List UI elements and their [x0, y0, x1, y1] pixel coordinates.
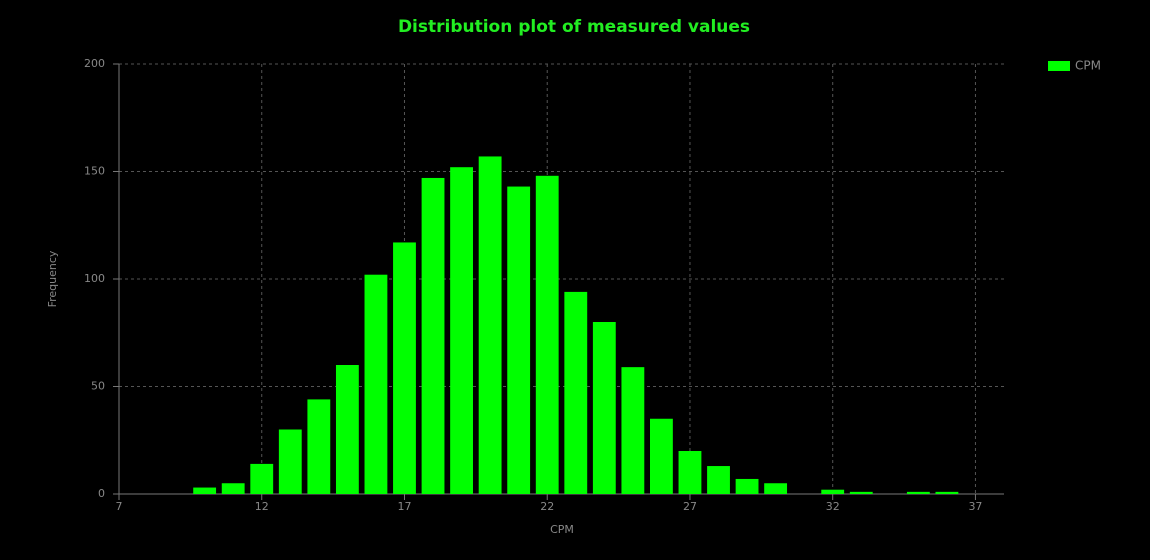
x-tick-label: 37	[968, 500, 982, 513]
bar	[764, 483, 788, 494]
legend-swatch	[1048, 61, 1070, 71]
x-tick-label: 12	[255, 500, 269, 513]
bar	[221, 483, 245, 494]
x-tick-label: 17	[397, 500, 411, 513]
bar	[193, 487, 217, 494]
bar	[650, 418, 673, 494]
y-tick-label: 150	[84, 165, 105, 178]
bar	[393, 242, 416, 494]
y-tick-label: 200	[84, 57, 105, 70]
x-axis-label: CPM	[550, 523, 574, 536]
bar	[621, 367, 645, 494]
bar	[735, 478, 759, 494]
y-axis-label: Frequency	[46, 250, 59, 307]
legend-label: CPM	[1075, 59, 1101, 73]
bar	[678, 451, 702, 494]
x-tick-label: 22	[540, 500, 554, 513]
y-tick-label: 50	[91, 380, 105, 393]
bar	[507, 186, 531, 495]
x-tick-label: 7	[116, 500, 123, 513]
bar	[707, 466, 730, 494]
y-tick-label: 0	[98, 487, 105, 500]
bar	[592, 322, 616, 494]
bar	[935, 491, 959, 494]
x-tick-label: 27	[683, 500, 697, 513]
bar	[564, 291, 588, 494]
chart-title: Distribution plot of measured values	[398, 17, 750, 37]
bar	[250, 463, 274, 494]
bar	[535, 175, 559, 495]
bar	[335, 365, 359, 494]
bar	[849, 491, 873, 494]
bar	[307, 399, 331, 494]
bar	[821, 489, 845, 494]
bar	[906, 491, 930, 494]
y-tick-label: 100	[84, 272, 105, 285]
x-tick-label: 32	[826, 500, 840, 513]
bar	[421, 177, 445, 494]
bar	[278, 429, 302, 494]
bar	[450, 167, 473, 494]
bar	[478, 156, 502, 494]
bar	[364, 274, 388, 494]
